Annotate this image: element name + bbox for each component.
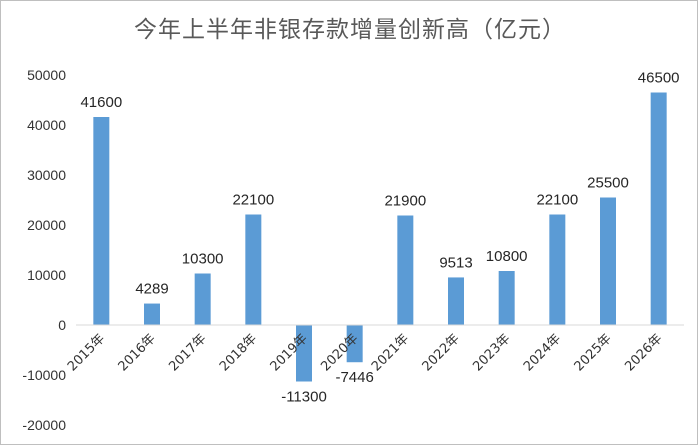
data-label: 22100 [232,192,274,209]
bar [498,271,515,325]
data-label: -11300 [281,389,327,406]
y-tick-label: 10000 [27,267,66,283]
y-tick-label: 0 [58,317,66,333]
data-label: 46500 [638,70,680,87]
bar [93,117,110,325]
y-tick-label: 50000 [27,67,66,83]
data-label: 10800 [486,248,528,265]
bar [549,214,566,325]
bar-series [93,92,667,382]
bar [397,215,414,325]
x-axis-ticks: 2015年 2016年 2017年 2018年 2019年 2020年 2021年 2022年… [65,331,666,374]
y-tick-label: -20000 [22,417,66,433]
bar [448,277,464,325]
data-labels: 41600 4289 10300 22100 -11300 -7446 21900 9513 1… [80,70,679,406]
x-tick-label: 2025年 [572,331,615,374]
bar [346,325,363,363]
y-tick-label: 30000 [27,167,66,183]
x-tick-label: 2021年 [369,331,412,374]
x-tick-label: 2024年 [521,331,564,374]
bar [600,197,616,325]
data-label: 41600 [80,94,122,111]
x-tick-label: 2022年 [420,331,463,374]
bar [296,325,312,382]
data-label: -7446 [335,369,373,386]
y-tick-label: 20000 [27,217,66,233]
y-tick-label: 40000 [27,117,66,133]
data-label: 25500 [587,175,629,192]
x-tick-label: 2018年 [217,331,260,374]
y-axis-ticks: -20000 -10000 0 10000 20000 30000 40000 50000 [22,67,66,433]
bar [650,92,667,325]
bar [194,273,211,325]
data-label: 10300 [182,251,224,268]
x-tick-label: 2015年 [65,331,108,374]
x-tick-label: 2026年 [622,331,665,374]
data-label: 21900 [384,193,426,210]
data-label: 9513 [439,254,472,271]
x-tick-label: 2023年 [470,331,513,374]
data-label: 4289 [135,281,168,298]
chart-title: 今年上半年非银存款增量创新高（亿元） [134,17,566,43]
x-tick-label: 2016年 [116,331,159,374]
bar [245,214,262,325]
bar [144,303,160,325]
data-label: 22100 [536,192,578,209]
y-tick-label: -10000 [22,367,66,383]
x-tick-label: 2017年 [166,331,209,374]
